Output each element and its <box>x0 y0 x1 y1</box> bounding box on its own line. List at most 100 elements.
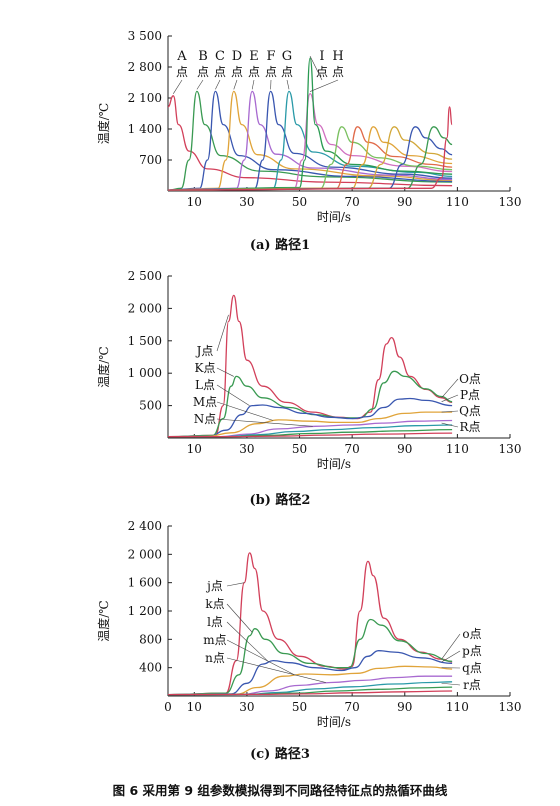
point-label-suffix: 点 <box>231 65 243 79</box>
y-tick-label: 1 400 <box>128 122 162 136</box>
left-point-label: n点 <box>205 651 225 665</box>
x-tick-label: 70 <box>345 195 360 209</box>
point-label-letter: H <box>332 49 343 64</box>
series-line-8 <box>167 690 453 696</box>
chart-c-svg: 0 10 30 50 70 90 110 130 400 800 1 200 1 600 2 000 2 … <box>96 519 522 729</box>
x-tick-label: 130 <box>499 442 522 456</box>
leader-line <box>309 56 323 81</box>
x-tick-label: 90 <box>397 700 412 714</box>
leader-line <box>226 639 295 676</box>
y-tick-label: 1 000 <box>128 366 162 380</box>
leader-line <box>173 79 183 94</box>
left-point-label: M点 <box>193 395 217 409</box>
chart-panel-c: 0 10 30 50 70 90 110 130 400 800 1 200 1 600 2 000 2 … <box>0 510 560 760</box>
leader-line <box>216 314 229 352</box>
series-line-16 <box>167 106 453 191</box>
series-line-3 <box>167 650 453 696</box>
point-label-suffix: 点 <box>316 65 328 79</box>
point-label-suffix: 点 <box>176 65 188 79</box>
y-tick-label: 1 600 <box>128 576 162 590</box>
leader-line <box>226 657 326 683</box>
x-tick-label: 130 <box>499 700 522 714</box>
point-label-letter: I <box>319 49 324 64</box>
point-label-letter: F <box>266 49 275 64</box>
point-label-letter: E <box>249 49 259 64</box>
x-tick-label: 70 <box>345 700 360 714</box>
point-label-letter: G <box>282 49 292 64</box>
y-tick-label: 800 <box>139 632 162 646</box>
y-axis-label: 温度/℃ <box>96 103 111 144</box>
y-tick-label: 2 000 <box>128 547 162 561</box>
y-tick-label: 2 400 <box>128 519 162 533</box>
right-point-label: o点 <box>462 627 481 641</box>
x-axis-label: 时间/s <box>317 210 351 224</box>
y-tick-label: 400 <box>139 661 162 675</box>
figure-caption: 图 6 采用第 9 组参数模拟得到不同路径特征点的热循环曲线 <box>112 783 448 798</box>
leader-line <box>216 418 313 427</box>
point-label-letter: C <box>215 49 225 64</box>
series-line-3 <box>167 90 453 191</box>
x-tick-label: 50 <box>292 195 307 209</box>
x-tick-label: 30 <box>239 195 254 209</box>
leader-line <box>226 582 245 587</box>
left-point-label: k点 <box>205 597 224 611</box>
series-line-3 <box>167 397 453 438</box>
x-tick-label: 10 <box>187 700 202 714</box>
leader-line <box>215 79 221 90</box>
x-tick-label: 90 <box>397 442 412 456</box>
series-line-6 <box>167 90 453 191</box>
right-point-label: q点 <box>462 661 482 675</box>
series-line-8 <box>167 432 453 438</box>
y-tick-label: 500 <box>139 399 162 413</box>
leader-line <box>441 633 461 660</box>
left-point-label: J点 <box>195 344 214 358</box>
y-tick-label: 1 500 <box>128 334 162 348</box>
x-tick-label: 30 <box>239 700 254 714</box>
x-axis-label: 时间/s <box>317 457 351 471</box>
y-tick-label: 2 800 <box>128 60 162 74</box>
chart-panel-b: 10 30 50 70 90 110 130 500 1 000 1 500 2 000 2 500 时… <box>0 260 560 500</box>
point-label-suffix: 点 <box>197 65 209 79</box>
y-tick-label: 3 500 <box>128 29 162 43</box>
chart-a-svg: 10 30 50 70 90 110 130 700 1 400 2 100 2 800 3 500 时… <box>96 29 522 224</box>
right-point-label: Q点 <box>459 404 481 418</box>
leader-line <box>441 378 459 399</box>
right-point-label: p点 <box>462 644 482 658</box>
point-label-suffix: 点 <box>214 65 226 79</box>
series-line-2 <box>167 370 453 438</box>
y-tick-label: 2 100 <box>128 91 162 105</box>
x-tick-label: 110 <box>446 195 469 209</box>
y-tick-label: 2 500 <box>128 269 162 283</box>
right-point-label: O点 <box>459 372 481 386</box>
leader-line <box>441 394 459 402</box>
y-axis-label: 温度/℃ <box>96 600 111 641</box>
point-label-letter: B <box>198 49 208 64</box>
x-tick-label: 10 <box>187 195 202 209</box>
x-tick-label: 130 <box>499 195 522 209</box>
left-point-label: K点 <box>195 361 216 375</box>
x-tick-label: 70 <box>345 442 360 456</box>
x-tick-label: 110 <box>446 700 469 714</box>
point-label-letter: D <box>232 49 242 64</box>
chart-b-svg: 10 30 50 70 90 110 130 500 1 000 1 500 2 000 2 500 时… <box>96 269 522 471</box>
leader-line <box>441 650 461 663</box>
point-label-suffix: 点 <box>265 65 277 79</box>
x-tick-label: 50 <box>292 442 307 456</box>
x-tick-label: 10 <box>187 442 202 456</box>
x-tick-label: 30 <box>239 442 254 456</box>
x-axis-label: 时间/s <box>317 715 351 729</box>
leader-line <box>441 682 461 686</box>
leader-line <box>441 410 459 413</box>
leader-line <box>216 367 234 377</box>
left-point-label: L点 <box>195 378 215 392</box>
leader-line <box>309 79 339 92</box>
x-tick-label: 90 <box>397 195 412 209</box>
leader-line <box>233 79 238 90</box>
x-tick-label: 50 <box>292 700 307 714</box>
chart-b-caption: (b) 路径2 <box>249 493 311 508</box>
y-tick-label: 1 200 <box>128 604 162 618</box>
series-line-5 <box>167 90 453 191</box>
leader-line <box>216 401 274 421</box>
leader-line <box>226 621 269 662</box>
point-label-suffix: 点 <box>332 65 344 79</box>
